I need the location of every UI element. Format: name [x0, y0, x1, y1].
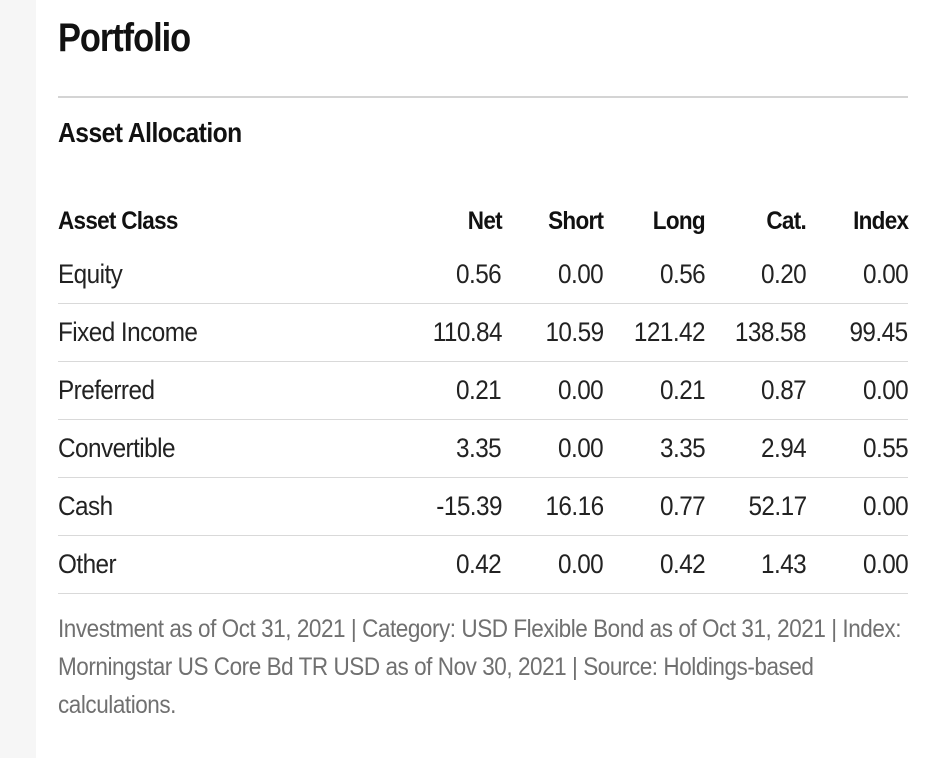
cell-text: 0.21 [456, 375, 502, 405]
long-cell: 0.56 [603, 246, 705, 304]
cell-text: 138.58 [735, 317, 807, 347]
long-cell: 0.21 [603, 361, 706, 420]
index-cell: 0.00 [806, 361, 909, 420]
column-header-short: Short [502, 196, 604, 246]
index-cell: 0.00 [806, 535, 909, 594]
column-header-long: Long [603, 196, 706, 246]
table-row-cash: Cash -15.39 16.16 0.77 52.17 0.00 [58, 477, 909, 536]
column-header-net: Net [400, 196, 502, 246]
page-title: Portfolio [58, 16, 191, 60]
cell-text: 10.59 [545, 317, 604, 347]
column-header-label: Cat. [766, 206, 807, 235]
cell-text: 0.00 [558, 433, 604, 463]
column-header-label: Short [548, 206, 604, 235]
cat-cell: 0.20 [704, 246, 807, 304]
cell-text: 0.42 [456, 549, 502, 579]
section-title: Asset Allocation [58, 117, 242, 148]
cell-text: Convertible [58, 433, 176, 463]
cell-text: -15.39 [435, 491, 502, 521]
column-header-asset-class: Asset Class [58, 196, 400, 246]
cell-text: 52.17 [748, 491, 807, 521]
table-row-other: Other 0.42 0.00 0.42 1.43 0.00 [58, 535, 909, 594]
cell-text: 0.42 [659, 549, 706, 579]
cell-text: Preferred [58, 375, 155, 405]
long-cell: 3.35 [603, 419, 706, 478]
long-cell: 121.42 [603, 303, 706, 362]
column-header-label: Net [467, 206, 502, 235]
cell-text: 0.00 [862, 549, 909, 579]
short-cell: 0.00 [501, 419, 604, 478]
column-header-label: Asset Class [58, 206, 178, 235]
column-header-label: Index [852, 206, 909, 235]
allocation-footnote: Investment as of Oct 31, 2021 | Category… [58, 610, 908, 724]
cell-text: 99.45 [849, 317, 909, 347]
cell-text: Equity [58, 259, 123, 289]
short-cell: 10.59 [501, 303, 604, 362]
net-cell: 0.42 [400, 535, 502, 594]
asset-class-cell: Other [58, 535, 400, 594]
table-row-convertible: Convertible 3.35 0.00 3.35 2.94 0.55 [58, 419, 909, 478]
cell-text: 3.35 [659, 433, 706, 463]
cell-text: 110.84 [432, 317, 502, 347]
column-header-cat: Cat. [705, 196, 807, 246]
title-divider [58, 96, 908, 98]
net-cell: -15.39 [400, 477, 502, 536]
cat-cell: 52.17 [704, 477, 807, 536]
cell-text: 0.56 [456, 259, 502, 289]
cell-text: Cash [58, 491, 113, 521]
cat-cell: 1.43 [704, 535, 807, 594]
cell-text: Other [58, 549, 117, 579]
column-header-label: Long [652, 206, 706, 235]
cell-text: 0.00 [558, 375, 604, 405]
index-cell: 99.45 [806, 303, 909, 362]
short-cell: 0.00 [501, 535, 604, 594]
index-cell: 0.00 [806, 246, 909, 304]
cell-text: Fixed Income [58, 317, 198, 347]
cell-text: 0.00 [862, 491, 909, 521]
left-gutter [0, 0, 36, 758]
cell-text: 2.94 [761, 433, 807, 463]
column-header-index: Index [806, 196, 909, 246]
short-cell: 16.16 [501, 477, 604, 536]
long-cell: 0.42 [603, 535, 706, 594]
cell-text: 0.00 [558, 259, 604, 289]
cat-cell: 0.87 [704, 361, 807, 420]
short-cell: 0.00 [501, 246, 604, 304]
asset-class-cell: Convertible [58, 419, 400, 478]
long-cell: 0.77 [603, 477, 706, 536]
table-header-row: Asset Class Net Short Long Cat. Index [58, 196, 909, 246]
short-cell: 0.00 [501, 361, 604, 420]
cell-text: 0.56 [659, 259, 706, 289]
cell-text: 0.00 [862, 375, 909, 405]
cell-text: 0.55 [862, 433, 909, 463]
cell-text: 3.35 [456, 433, 502, 463]
asset-allocation-table: Asset Class Net Short Long Cat. Index Eq… [58, 196, 909, 594]
net-cell: 110.84 [400, 303, 502, 362]
cell-text: 0.77 [659, 491, 706, 521]
cell-text: 0.20 [761, 259, 807, 289]
asset-class-cell: Cash [58, 477, 400, 536]
net-cell: 0.21 [400, 361, 502, 420]
cell-text: 0.00 [558, 549, 604, 579]
table-row-fixed-income: Fixed Income 110.84 10.59 121.42 138.58 … [58, 303, 909, 362]
table-row-equity: Equity 0.56 0.00 0.56 0.20 0.00 [58, 246, 909, 304]
cell-text: 16.16 [545, 491, 604, 521]
asset-class-cell: Equity [58, 246, 400, 304]
index-cell: 0.55 [806, 419, 909, 478]
asset-class-cell: Preferred [58, 361, 400, 420]
cell-text: 0.21 [659, 375, 706, 405]
net-cell: 0.56 [400, 246, 502, 304]
cell-text: 0.00 [862, 259, 909, 289]
table-row-preferred: Preferred 0.21 0.00 0.21 0.87 0.00 [58, 361, 909, 420]
asset-class-cell: Fixed Income [58, 303, 400, 362]
cat-cell: 138.58 [704, 303, 807, 362]
index-cell: 0.00 [806, 477, 909, 536]
footnote-text: Investment as of Oct 31, 2021 | Category… [58, 615, 902, 719]
cat-cell: 2.94 [704, 419, 807, 478]
cell-text: 0.87 [761, 375, 807, 405]
cell-text: 1.43 [761, 549, 807, 579]
cell-text: 121.42 [633, 317, 706, 347]
net-cell: 3.35 [400, 419, 502, 478]
